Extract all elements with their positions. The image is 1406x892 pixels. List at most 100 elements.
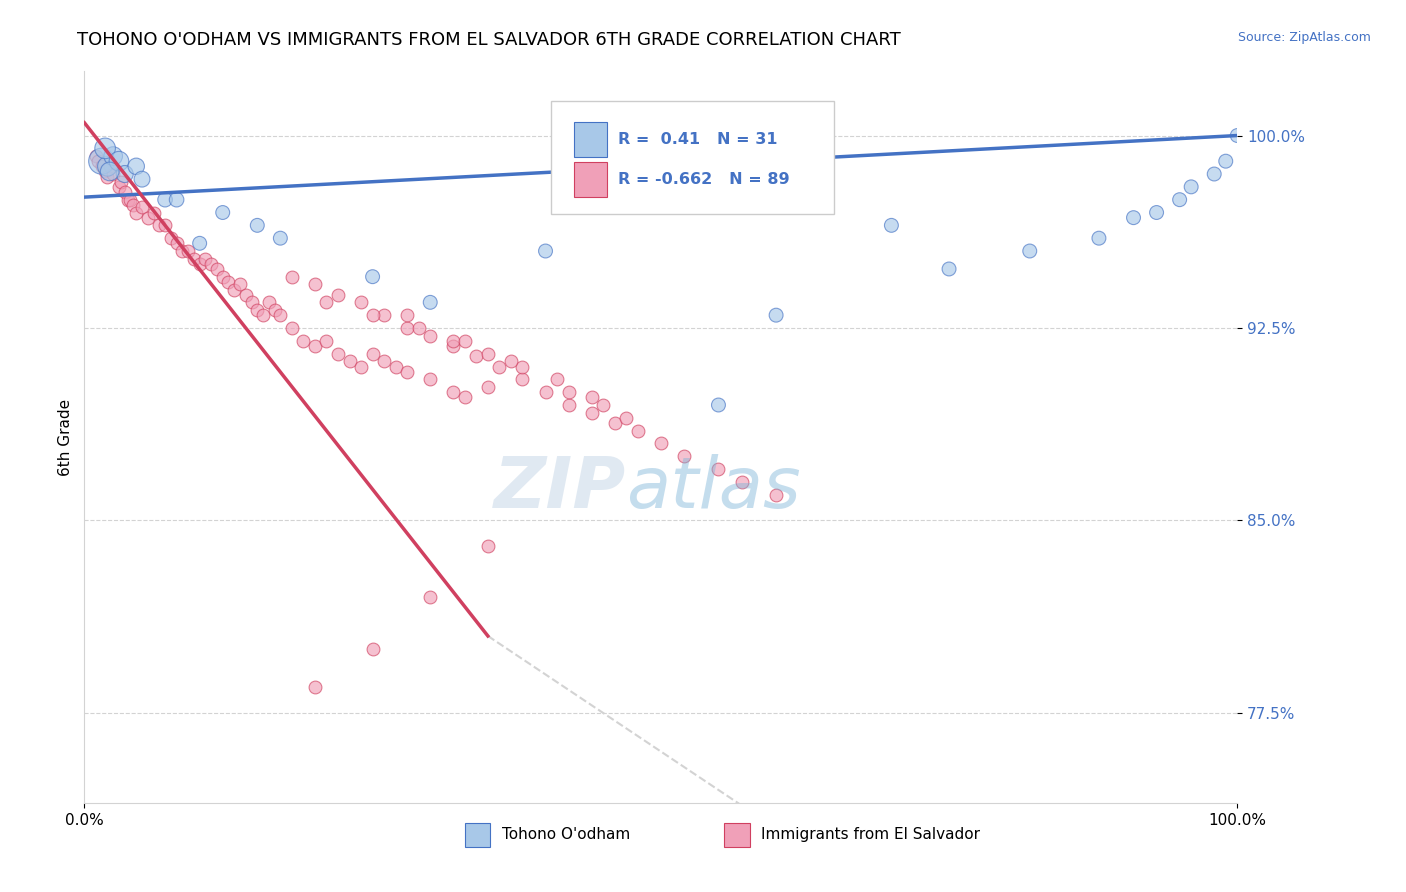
- Point: [396, 365, 419, 379]
- Point: [90, 159, 112, 173]
- Point: [224, 283, 246, 297]
- Point: [765, 308, 787, 322]
- Point: [103, 149, 124, 163]
- Point: [592, 398, 614, 412]
- Point: [194, 252, 217, 266]
- Point: [246, 303, 269, 318]
- Point: [166, 236, 188, 251]
- Text: ZIP: ZIP: [494, 454, 626, 523]
- Point: [627, 424, 650, 438]
- Point: [730, 475, 752, 489]
- Point: [441, 339, 464, 353]
- Point: [603, 416, 626, 430]
- Point: [110, 175, 132, 189]
- Point: [263, 303, 285, 318]
- Point: [707, 462, 730, 476]
- Point: [938, 262, 960, 277]
- Point: [1180, 179, 1202, 194]
- Point: [205, 262, 228, 277]
- Point: [512, 372, 534, 386]
- Point: [361, 308, 384, 322]
- Point: [166, 193, 188, 207]
- Point: [188, 236, 211, 251]
- Point: [304, 277, 326, 292]
- Point: [281, 321, 304, 335]
- Point: [1168, 193, 1191, 207]
- Text: R = -0.662   N = 89: R = -0.662 N = 89: [619, 172, 790, 187]
- Point: [408, 321, 430, 335]
- Point: [142, 205, 165, 219]
- Point: [90, 154, 112, 169]
- Y-axis label: 6th Grade: 6th Grade: [58, 399, 73, 475]
- Point: [148, 219, 170, 233]
- Point: [477, 346, 499, 360]
- Point: [177, 244, 200, 258]
- Point: [172, 244, 194, 258]
- Point: [117, 193, 139, 207]
- Text: Source: ZipAtlas.com: Source: ZipAtlas.com: [1237, 31, 1371, 45]
- Point: [499, 354, 522, 368]
- Text: R =  0.41   N = 31: R = 0.41 N = 31: [619, 132, 778, 147]
- Point: [488, 359, 510, 374]
- Point: [765, 488, 787, 502]
- Point: [384, 359, 406, 374]
- Point: [477, 539, 499, 553]
- Point: [361, 346, 384, 360]
- Point: [125, 205, 148, 219]
- Point: [235, 287, 257, 301]
- Point: [252, 308, 274, 322]
- Point: [103, 167, 124, 181]
- Point: [441, 334, 464, 348]
- Point: [96, 169, 118, 184]
- Point: [229, 277, 252, 292]
- Point: [477, 380, 499, 394]
- Point: [96, 159, 118, 173]
- Point: [257, 295, 280, 310]
- Point: [419, 295, 441, 310]
- Point: [108, 179, 131, 194]
- Point: [350, 295, 373, 310]
- Point: [707, 398, 730, 412]
- Point: [581, 390, 603, 404]
- Point: [361, 269, 384, 284]
- Point: [94, 164, 117, 178]
- Point: [1122, 211, 1144, 225]
- Point: [98, 164, 121, 178]
- Point: [114, 185, 136, 199]
- Point: [373, 308, 395, 322]
- Point: [441, 385, 464, 400]
- Point: [281, 269, 304, 284]
- Point: [396, 321, 419, 335]
- Point: [465, 349, 488, 363]
- Point: [396, 308, 419, 322]
- Point: [94, 141, 117, 155]
- Point: [136, 211, 159, 225]
- Point: [120, 193, 142, 207]
- Point: [114, 167, 136, 181]
- Point: [121, 198, 143, 212]
- Point: [84, 149, 107, 163]
- Point: [1226, 128, 1249, 143]
- Point: [650, 436, 672, 450]
- Point: [315, 334, 337, 348]
- Point: [98, 159, 121, 173]
- Point: [880, 219, 903, 233]
- Point: [218, 275, 240, 289]
- Point: [131, 172, 153, 186]
- Text: TOHONO O'ODHAM VS IMMIGRANTS FROM EL SALVADOR 6TH GRADE CORRELATION CHART: TOHONO O'ODHAM VS IMMIGRANTS FROM EL SAL…: [77, 31, 901, 49]
- Bar: [465, 823, 491, 847]
- Point: [419, 591, 441, 605]
- Point: [211, 205, 233, 219]
- Point: [672, 450, 695, 464]
- Point: [125, 159, 148, 173]
- Point: [1204, 167, 1226, 181]
- Point: [315, 295, 337, 310]
- FancyBboxPatch shape: [551, 101, 834, 214]
- Point: [326, 287, 349, 301]
- Point: [304, 339, 326, 353]
- Point: [211, 269, 233, 284]
- Point: [1018, 244, 1040, 258]
- Point: [1146, 205, 1168, 219]
- Point: [200, 257, 222, 271]
- Point: [454, 334, 477, 348]
